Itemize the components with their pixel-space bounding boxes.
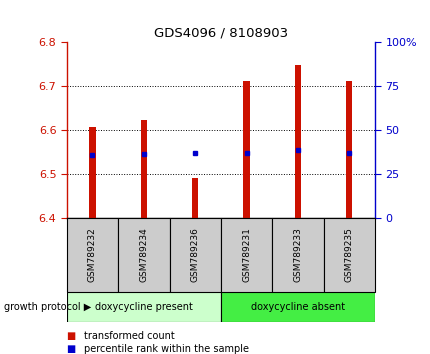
Bar: [345, 81, 352, 218]
Bar: [294, 65, 300, 218]
Text: GSM789232: GSM789232: [88, 228, 97, 282]
Bar: [169, 218, 220, 292]
Bar: [192, 178, 198, 218]
Bar: [220, 292, 374, 322]
Title: GDS4096 / 8108903: GDS4096 / 8108903: [154, 27, 287, 40]
Text: GSM789235: GSM789235: [344, 227, 353, 282]
Bar: [89, 127, 95, 218]
Bar: [67, 218, 118, 292]
Bar: [243, 81, 249, 218]
Text: doxycycline present: doxycycline present: [95, 302, 192, 312]
Text: GSM789233: GSM789233: [293, 227, 302, 282]
Text: GSM789231: GSM789231: [242, 227, 251, 282]
Bar: [141, 120, 147, 218]
Bar: [118, 218, 169, 292]
Text: GSM789236: GSM789236: [190, 227, 199, 282]
Bar: [323, 218, 374, 292]
Text: ■: ■: [67, 331, 79, 341]
Bar: [272, 218, 323, 292]
Bar: [220, 218, 272, 292]
Text: transformed count: transformed count: [84, 331, 175, 341]
Text: percentile rank within the sample: percentile rank within the sample: [84, 344, 249, 354]
Bar: [67, 292, 221, 322]
Text: doxycycline absent: doxycycline absent: [250, 302, 344, 312]
Text: growth protocol ▶: growth protocol ▶: [4, 302, 91, 312]
Text: GSM789234: GSM789234: [139, 228, 148, 282]
Text: ■: ■: [67, 344, 79, 354]
